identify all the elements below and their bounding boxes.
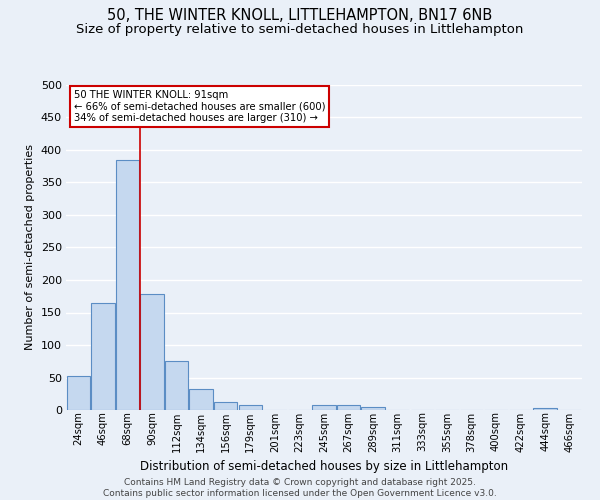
- Bar: [165, 361, 188, 410]
- X-axis label: Distribution of semi-detached houses by size in Littlehampton: Distribution of semi-detached houses by …: [140, 460, 508, 473]
- Text: 50, THE WINTER KNOLL, LITTLEHAMPTON, BN17 6NB: 50, THE WINTER KNOLL, LITTLEHAMPTON, BN1…: [107, 8, 493, 22]
- Text: Contains HM Land Registry data © Crown copyright and database right 2025.
Contai: Contains HM Land Registry data © Crown c…: [103, 478, 497, 498]
- Bar: [140, 294, 164, 410]
- Text: 50 THE WINTER KNOLL: 91sqm
← 66% of semi-detached houses are smaller (600)
34% o: 50 THE WINTER KNOLL: 91sqm ← 66% of semi…: [74, 90, 325, 123]
- Bar: [214, 402, 238, 410]
- Bar: [361, 408, 385, 410]
- Bar: [533, 408, 557, 410]
- Bar: [239, 405, 262, 410]
- Bar: [116, 160, 139, 410]
- Bar: [91, 302, 115, 410]
- Bar: [337, 405, 360, 410]
- Text: Size of property relative to semi-detached houses in Littlehampton: Size of property relative to semi-detach…: [76, 22, 524, 36]
- Y-axis label: Number of semi-detached properties: Number of semi-detached properties: [25, 144, 35, 350]
- Bar: [313, 405, 335, 410]
- Bar: [190, 388, 213, 410]
- Bar: [67, 376, 90, 410]
